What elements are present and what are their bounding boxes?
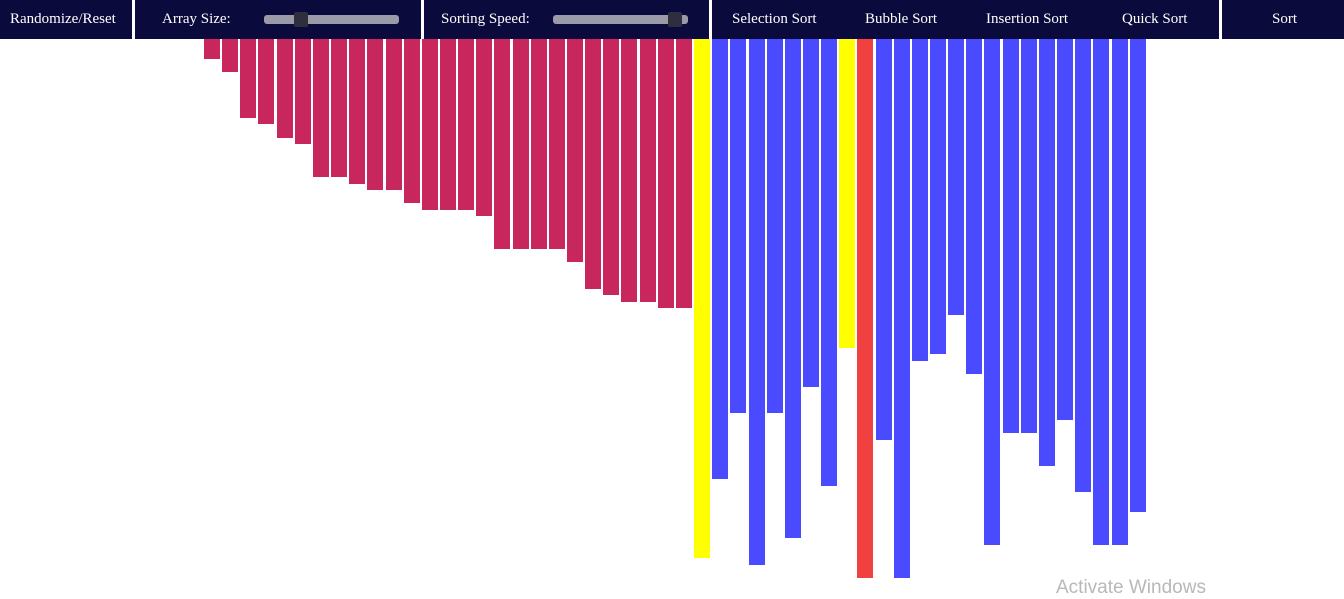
array-bar xyxy=(1112,39,1128,545)
array-bar xyxy=(567,39,583,262)
array-bar xyxy=(222,39,238,72)
quick-sort-button[interactable]: Quick Sort xyxy=(1122,11,1188,27)
array-bar xyxy=(912,39,928,361)
sort-button[interactable]: Sort xyxy=(1272,11,1298,27)
array-bar xyxy=(930,39,946,354)
array-bar xyxy=(386,39,402,190)
array-size-slider[interactable] xyxy=(264,12,399,27)
array-bar xyxy=(494,39,510,249)
randomize-reset-button[interactable]: Randomize/Reset xyxy=(10,11,116,27)
array-bar xyxy=(422,39,438,210)
sorting-speed-slider-thumb[interactable] xyxy=(668,12,682,27)
selection-sort-button[interactable]: Selection Sort xyxy=(732,11,817,27)
navbar-divider xyxy=(421,0,424,39)
navbar: Randomize/Reset Array Size: Sorting Spee… xyxy=(0,0,1344,39)
array-bar xyxy=(1093,39,1109,545)
array-bar xyxy=(894,39,910,578)
array-bar xyxy=(585,39,601,289)
insertion-sort-button[interactable]: Insertion Sort xyxy=(986,11,1069,27)
array-bar xyxy=(948,39,964,315)
sorting-speed-label: Sorting Speed: xyxy=(441,11,530,27)
activate-windows-watermark: Activate Windows xyxy=(1056,577,1206,598)
array-bar xyxy=(313,39,329,177)
array-bar xyxy=(621,39,637,302)
array-bar xyxy=(476,39,492,216)
array-bar xyxy=(803,39,819,387)
navbar-divider xyxy=(132,0,135,39)
array-bar xyxy=(821,39,837,486)
array-bar xyxy=(839,39,855,348)
array-bar xyxy=(984,39,1000,545)
array-bar xyxy=(549,39,565,249)
array-bar xyxy=(876,39,892,440)
array-bar xyxy=(513,39,529,249)
array-size-slider-thumb[interactable] xyxy=(294,12,308,27)
array-bar xyxy=(1021,39,1037,433)
array-bar xyxy=(349,39,365,184)
array-bar xyxy=(658,39,674,308)
array-bar xyxy=(857,39,873,578)
array-bar xyxy=(458,39,474,210)
array-bar xyxy=(295,39,311,144)
array-bar xyxy=(277,39,293,138)
array-bar xyxy=(367,39,383,190)
array-bar xyxy=(240,39,256,118)
array-bar xyxy=(204,39,220,59)
array-bar xyxy=(404,39,420,203)
array-bar xyxy=(712,39,728,479)
navbar-divider xyxy=(709,0,712,39)
array-bar xyxy=(1075,39,1091,492)
array-bar xyxy=(1003,39,1019,433)
array-bar xyxy=(1130,39,1146,512)
array-bar xyxy=(785,39,801,538)
array-bar xyxy=(603,39,619,295)
array-bar xyxy=(531,39,547,249)
array-bar xyxy=(676,39,692,308)
bubble-sort-button[interactable]: Bubble Sort xyxy=(865,11,938,27)
array-bars xyxy=(0,39,1344,589)
array-bar xyxy=(440,39,456,210)
navbar-divider xyxy=(1219,0,1222,39)
array-bar xyxy=(258,39,274,124)
array-bar xyxy=(730,39,746,413)
array-bar xyxy=(1039,39,1055,466)
array-bar xyxy=(1057,39,1073,420)
array-bar xyxy=(640,39,656,302)
array-bar xyxy=(694,39,710,558)
array-bar xyxy=(749,39,765,565)
array-bar xyxy=(331,39,347,177)
array-bar xyxy=(767,39,783,413)
array-size-label: Array Size: xyxy=(162,11,231,27)
sorting-speed-slider[interactable] xyxy=(553,12,688,27)
array-bar xyxy=(966,39,982,374)
